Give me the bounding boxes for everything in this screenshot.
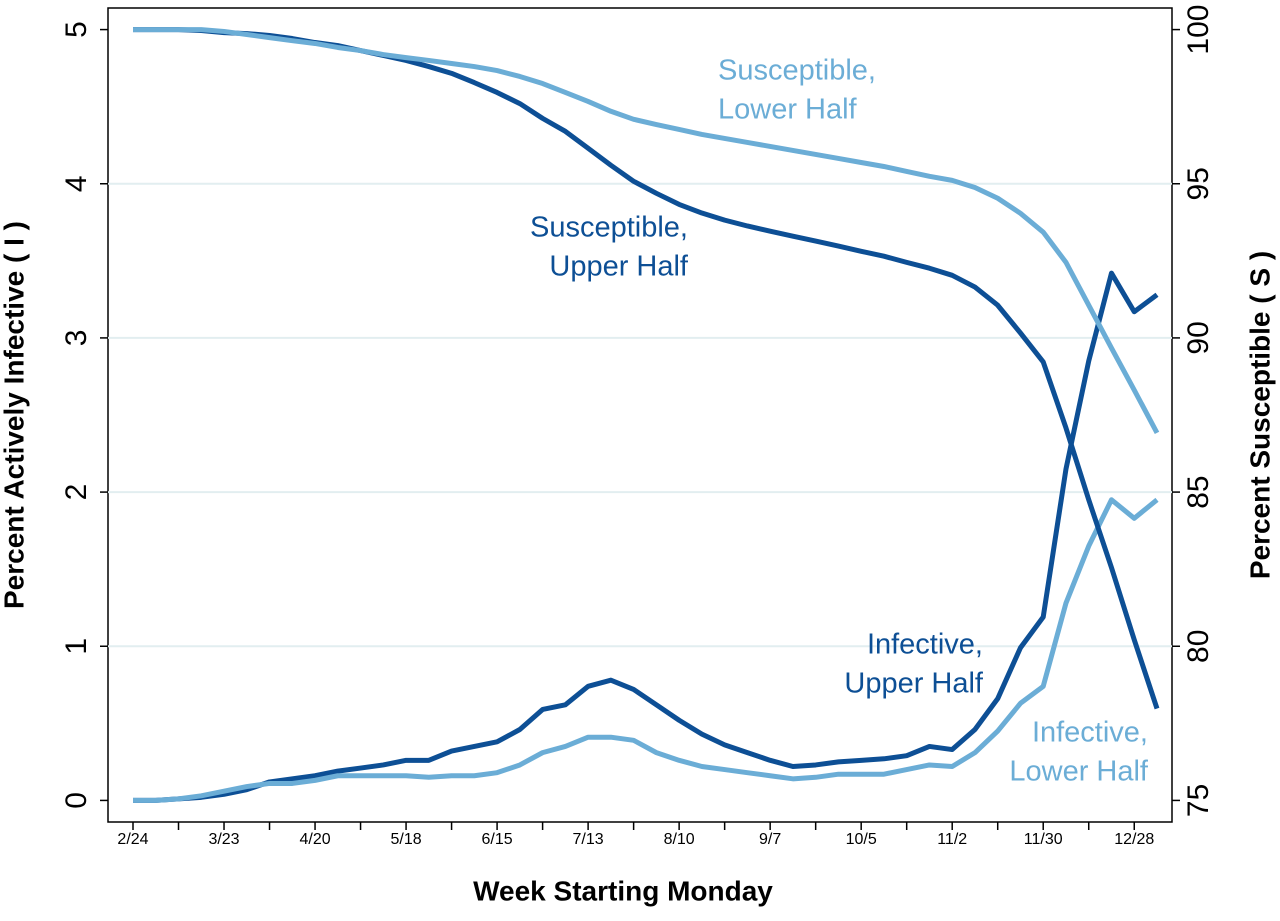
x-tick-label: 10/5 <box>846 831 877 848</box>
x-tick-label: 12/28 <box>1114 831 1154 848</box>
y2-tick-label: 95 <box>1182 167 1215 200</box>
annotation: Infective, <box>867 629 983 661</box>
y2-tick-label: 100 <box>1182 5 1215 55</box>
x-tick-label: 11/30 <box>1024 831 1063 848</box>
y2-tick-label: 75 <box>1182 784 1215 817</box>
y-tick-label: 4 <box>60 175 93 192</box>
annotation: Infective, <box>1032 717 1148 749</box>
annotation: Upper Half <box>549 251 689 283</box>
y2-axis-title: Percent Susceptible ( S ) <box>1244 251 1275 579</box>
y2-tick-label: 90 <box>1182 321 1215 354</box>
y-tick-label: 2 <box>60 484 93 501</box>
y-tick-label: 5 <box>60 21 93 38</box>
annotation: Lower Half <box>1009 756 1149 788</box>
y2-tick-label: 80 <box>1182 630 1215 663</box>
y-tick-label: 1 <box>60 638 93 655</box>
x-tick-label: 3/23 <box>208 831 239 848</box>
annotation: Upper Half <box>844 668 984 700</box>
y-tick-label: 3 <box>60 330 93 347</box>
y2-tick-label: 85 <box>1182 475 1215 508</box>
series-line <box>133 27 1160 710</box>
x-axis-title: Week Starting Monday <box>473 875 773 906</box>
annotation: Susceptible, <box>718 55 876 87</box>
y-tick-label: 0 <box>60 792 93 809</box>
annotation: Susceptible, <box>530 212 688 244</box>
series-line <box>133 497 1159 803</box>
x-tick-label: 9/7 <box>759 831 781 848</box>
x-tick-label: 8/10 <box>664 831 695 848</box>
x-tick-label: 4/20 <box>299 831 330 848</box>
y-axis-title: Percent Actively Infective ( I ) <box>0 221 29 609</box>
series-line <box>133 27 1160 435</box>
x-tick-label: 5/18 <box>390 831 421 848</box>
x-tick-label: 6/15 <box>482 831 513 848</box>
annotation: Lower Half <box>718 94 858 126</box>
x-tick-label: 2/24 <box>117 831 148 848</box>
x-tick-label: 7/13 <box>573 831 604 848</box>
series-line <box>133 270 1159 803</box>
x-tick-label: 11/2 <box>937 831 967 848</box>
plot-frame <box>107 7 1173 823</box>
